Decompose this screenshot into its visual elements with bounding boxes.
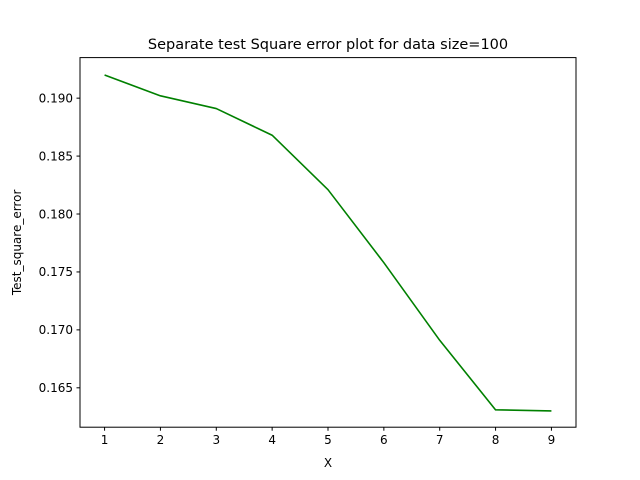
x-tick-label: 8	[492, 433, 500, 447]
y-tick-label: 0.185	[39, 149, 73, 163]
y-tick-label: 0.170	[39, 323, 73, 337]
x-tick-label: 5	[324, 433, 332, 447]
y-axis-label: Test_square_error	[10, 190, 24, 297]
x-tick-label: 3	[212, 433, 220, 447]
x-tick-label: 7	[436, 433, 444, 447]
y-tick-label: 0.165	[39, 381, 73, 395]
y-tick-label: 0.180	[39, 207, 73, 221]
plot-area	[104, 74, 552, 412]
y-axis: 0.165 0.170 0.175 0.180 0.185 0.190	[39, 91, 80, 395]
series-line	[104, 74, 552, 412]
x-tick-label: 2	[157, 433, 165, 447]
x-axis: 1 2 3 4 5 6 7 8 9	[101, 427, 555, 447]
y-tick-label: 0.190	[39, 91, 73, 105]
x-tick-label: 4	[268, 433, 276, 447]
x-axis-label: X	[324, 456, 332, 470]
plot-frame	[79, 57, 577, 428]
x-tick-label: 6	[380, 433, 388, 447]
chart-title: Separate test Square error plot for data…	[148, 37, 508, 53]
x-tick-label: 9	[548, 433, 556, 447]
y-tick-label: 0.175	[39, 265, 73, 279]
x-tick-label: 1	[101, 433, 109, 447]
